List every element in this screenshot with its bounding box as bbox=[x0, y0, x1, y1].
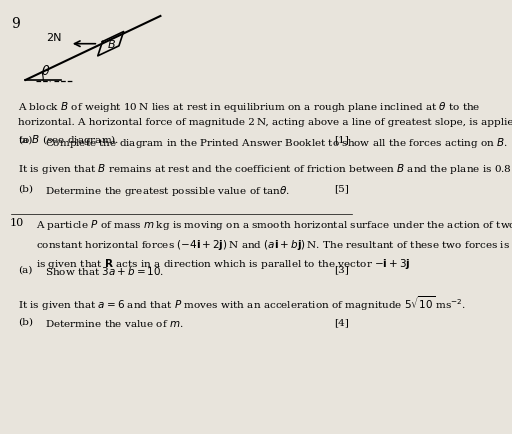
Text: 9: 9 bbox=[11, 17, 20, 31]
Text: 10: 10 bbox=[10, 218, 24, 228]
Text: $\theta$: $\theta$ bbox=[41, 64, 50, 78]
Text: Determine the value of $m$.: Determine the value of $m$. bbox=[45, 317, 184, 328]
Text: It is given that $B$ remains at rest and the coefficient of friction between $B$: It is given that $B$ remains at rest and… bbox=[18, 161, 512, 176]
Text: (a): (a) bbox=[18, 135, 33, 144]
Text: [4]: [4] bbox=[334, 317, 349, 326]
Text: [1]: [1] bbox=[334, 135, 349, 144]
Text: A block $B$ of weight 10 N lies at rest in equilibrium on a rough plane inclined: A block $B$ of weight 10 N lies at rest … bbox=[18, 100, 512, 146]
Text: Determine the greatest possible value of tan$\theta$.: Determine the greatest possible value of… bbox=[45, 184, 290, 198]
Text: $B$: $B$ bbox=[107, 38, 116, 50]
Text: (b): (b) bbox=[18, 184, 33, 193]
Text: Show that $3a+b=10$.: Show that $3a+b=10$. bbox=[45, 265, 164, 276]
Text: It is given that $a=6$ and that $P$ moves with an acceleration of magnitude $5\s: It is given that $a=6$ and that $P$ move… bbox=[18, 294, 466, 312]
Text: (a): (a) bbox=[18, 265, 33, 274]
Text: A particle $P$ of mass $m$ kg is moving on a smooth horizontal surface under the: A particle $P$ of mass $m$ kg is moving … bbox=[36, 218, 512, 271]
Text: 2N: 2N bbox=[46, 33, 61, 43]
Text: [3]: [3] bbox=[334, 265, 349, 274]
Text: (b): (b) bbox=[18, 317, 33, 326]
Text: [5]: [5] bbox=[334, 184, 349, 193]
Text: Complete the diagram in the Printed Answer Booklet to show all the forces acting: Complete the diagram in the Printed Answ… bbox=[45, 135, 508, 149]
